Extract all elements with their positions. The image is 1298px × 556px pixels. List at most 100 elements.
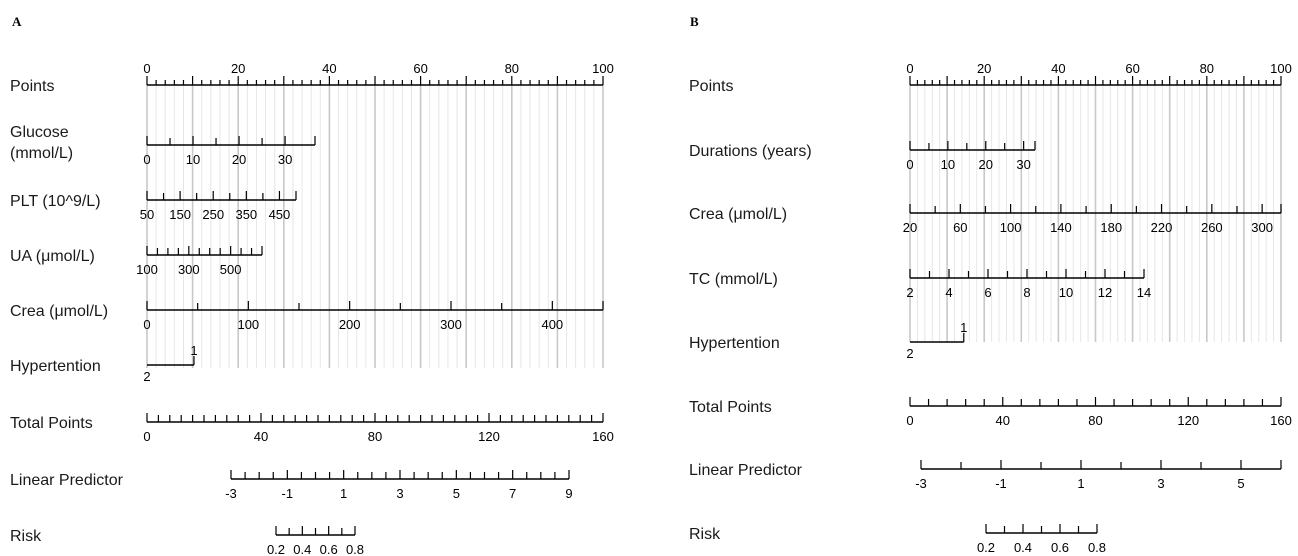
tick-label: 10 bbox=[941, 157, 955, 172]
tick-label: 20 bbox=[232, 152, 246, 167]
row-label: Total Points bbox=[689, 399, 772, 416]
tick-label: 0.8 bbox=[1088, 540, 1106, 555]
nomogram-row-total-points: Total Points 0 40 80 120 160 bbox=[689, 397, 1292, 428]
tick-label: 0.8 bbox=[346, 542, 364, 556]
tick-label: 14 bbox=[1137, 285, 1151, 300]
panel-letter: A bbox=[12, 14, 22, 29]
tick-label: 450 bbox=[269, 207, 291, 222]
tick-label: 40 bbox=[1051, 61, 1065, 76]
tick-label: 50 bbox=[140, 207, 154, 222]
row-label: Linear Predictor bbox=[689, 462, 803, 479]
tick-label: 60 bbox=[953, 220, 967, 235]
tick-label: 0 bbox=[143, 61, 150, 76]
tick-label: 80 bbox=[505, 61, 519, 76]
row-label: Crea (μmol/L) bbox=[689, 206, 787, 223]
tick-label: 220 bbox=[1151, 220, 1173, 235]
tick-label: 0.4 bbox=[1014, 540, 1032, 555]
tick-label: 500 bbox=[220, 262, 242, 277]
tick-label: 140 bbox=[1050, 220, 1072, 235]
tick-label: 10 bbox=[186, 152, 200, 167]
row-label: Total Points bbox=[10, 415, 93, 432]
tick-label: 3 bbox=[396, 486, 403, 501]
tick-label: 180 bbox=[1100, 220, 1122, 235]
tick-label: 0 bbox=[906, 157, 913, 172]
tick-label: 0 bbox=[143, 152, 150, 167]
row-label: Points bbox=[10, 78, 54, 95]
tick-label: 0.4 bbox=[293, 542, 311, 556]
tick-label: 3 bbox=[1157, 476, 1164, 491]
tick-label: 20 bbox=[977, 61, 991, 76]
tick-label: 2 bbox=[906, 346, 913, 361]
tick-label: 100 bbox=[136, 262, 158, 277]
tick-label: 2 bbox=[143, 369, 150, 384]
nomogram-row-points: Points 0 20 40 60 80 100 bbox=[10, 61, 614, 95]
nomogram-row-total-points: Total Points 0 40 80 120 160 bbox=[10, 413, 614, 444]
row-label: Durations (years) bbox=[689, 143, 812, 160]
tick-label: 300 bbox=[440, 317, 462, 332]
tick-label: 400 bbox=[541, 317, 563, 332]
tick-label: 30 bbox=[278, 152, 292, 167]
nomogram-row-crea-mol-l: Crea (μmol/L) 0 100 200 300 400 bbox=[10, 301, 604, 332]
tick-label: 80 bbox=[368, 429, 382, 444]
row-label: Points bbox=[689, 78, 733, 95]
tick-label: 40 bbox=[996, 413, 1010, 428]
tick-label: 20 bbox=[979, 157, 993, 172]
row-label: UA (μmol/L) bbox=[10, 248, 95, 265]
nomogram-row-points: Points 0 20 40 60 80 100 bbox=[689, 61, 1292, 95]
tick-label: 150 bbox=[169, 207, 191, 222]
nomogram-row-linear-predictor: Linear Predictor -3 -1 1 3 5 bbox=[689, 460, 1282, 491]
tick-label: 30 bbox=[1016, 157, 1030, 172]
nomogram-row-risk: Risk 0.2 0.4 0.6 0.8 bbox=[10, 526, 364, 556]
nomogram-row-glucose-mmol-l: Glucose (mmol/L) 0 10 20 30 bbox=[10, 124, 316, 167]
tick-label: 1 bbox=[340, 486, 347, 501]
tick-label: 10 bbox=[1059, 285, 1073, 300]
tick-label: 120 bbox=[478, 429, 500, 444]
tick-label: 100 bbox=[237, 317, 259, 332]
tick-label: 1 bbox=[1077, 476, 1084, 491]
tick-label: 8 bbox=[1023, 285, 1030, 300]
tick-label: 0.6 bbox=[320, 542, 338, 556]
tick-label: 4 bbox=[945, 285, 952, 300]
tick-label: 20 bbox=[903, 220, 917, 235]
tick-label: 300 bbox=[178, 262, 200, 277]
tick-label: 100 bbox=[1000, 220, 1022, 235]
tick-label: 260 bbox=[1201, 220, 1223, 235]
tick-label: -1 bbox=[995, 476, 1007, 491]
tick-label: 160 bbox=[592, 429, 614, 444]
tick-label: 5 bbox=[1237, 476, 1244, 491]
tick-label: 100 bbox=[592, 61, 614, 76]
tick-label: 0.2 bbox=[977, 540, 995, 555]
tick-label: 120 bbox=[1177, 413, 1199, 428]
tick-label: 60 bbox=[1125, 61, 1139, 76]
tick-label: 350 bbox=[235, 207, 257, 222]
tick-label: 250 bbox=[202, 207, 224, 222]
tick-label: 160 bbox=[1270, 413, 1292, 428]
tick-label: 6 bbox=[984, 285, 991, 300]
row-label: Crea (μmol/L) bbox=[10, 303, 108, 320]
tick-label: 300 bbox=[1251, 220, 1273, 235]
nomogram-row-risk: Risk 0.2 0.4 0.6 0.8 bbox=[689, 524, 1106, 555]
nomogram-row-hypertention: Hypertention 2 1 bbox=[10, 343, 198, 384]
tick-label: 60 bbox=[413, 61, 427, 76]
tick-label: 100 bbox=[1270, 61, 1292, 76]
row-label: Risk bbox=[689, 526, 721, 543]
tick-label: 0 bbox=[906, 413, 913, 428]
tick-label: -3 bbox=[225, 486, 237, 501]
tick-label: 0.2 bbox=[267, 542, 285, 556]
tick-label: 1 bbox=[190, 343, 197, 358]
row-label: Linear Predictor bbox=[10, 472, 124, 489]
tick-label: 0.6 bbox=[1051, 540, 1069, 555]
tick-label: 20 bbox=[231, 61, 245, 76]
tick-label: -1 bbox=[282, 486, 294, 501]
row-label: Hypertention bbox=[689, 335, 780, 352]
nomogram-row-plt-10-9-l: PLT (10^9/L) 50 150 250 350 450 bbox=[10, 191, 297, 222]
row-label: Risk bbox=[10, 528, 42, 545]
nomogram-row-tc-mmol-l: TC (mmol/L) 2 4 6 8 10 12 14 bbox=[689, 269, 1151, 300]
tick-label: 1 bbox=[960, 320, 967, 335]
row-label: PLT (10^9/L) bbox=[10, 193, 101, 210]
tick-label: 40 bbox=[322, 61, 336, 76]
tick-label: 80 bbox=[1088, 413, 1102, 428]
tick-label: 7 bbox=[509, 486, 516, 501]
